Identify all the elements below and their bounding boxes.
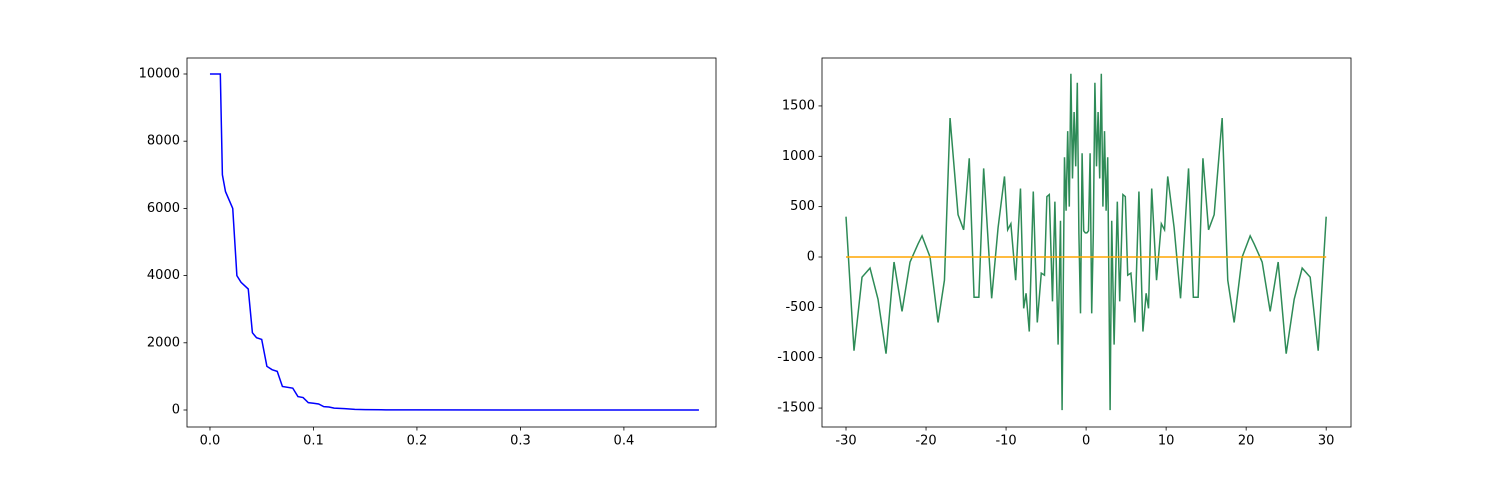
y-tick-label: 4000 xyxy=(147,268,180,283)
y-tick-label: 10000 xyxy=(139,66,180,81)
y-tick-label: -500 xyxy=(785,300,815,315)
x-tick-label: 20 xyxy=(1238,434,1255,449)
x-tick-label: 0.0 xyxy=(200,434,221,449)
axes-frame xyxy=(821,57,1352,428)
data-line xyxy=(845,73,1327,411)
y-tick-label: 8000 xyxy=(147,134,180,149)
x-tick-label: 0 xyxy=(1082,434,1090,449)
x-tick-label: -20 xyxy=(915,434,936,449)
x-tick-label: 0.4 xyxy=(614,434,635,449)
y-tick-label: 0 xyxy=(172,402,180,417)
x-tick-label: 0.1 xyxy=(303,434,324,449)
x-tick-label: -10 xyxy=(995,434,1016,449)
y-tick-label: 0 xyxy=(807,250,815,265)
axes-frame xyxy=(186,57,717,428)
data-line xyxy=(209,73,699,411)
x-tick-label: -30 xyxy=(835,434,856,449)
y-tick-label: 6000 xyxy=(147,201,180,216)
y-tick-label: 1000 xyxy=(782,149,815,164)
y-tick-label: 500 xyxy=(790,199,815,214)
y-tick-label: 2000 xyxy=(147,335,180,350)
x-tick-label: 0.3 xyxy=(510,434,531,449)
x-tick-label: 0.2 xyxy=(407,434,428,449)
y-tick-label: 1500 xyxy=(782,98,815,113)
y-tick-label: -1000 xyxy=(777,350,815,365)
x-tick-label: 10 xyxy=(1158,434,1175,449)
y-tick-label: -1500 xyxy=(777,401,815,416)
x-tick-label: 30 xyxy=(1318,434,1335,449)
